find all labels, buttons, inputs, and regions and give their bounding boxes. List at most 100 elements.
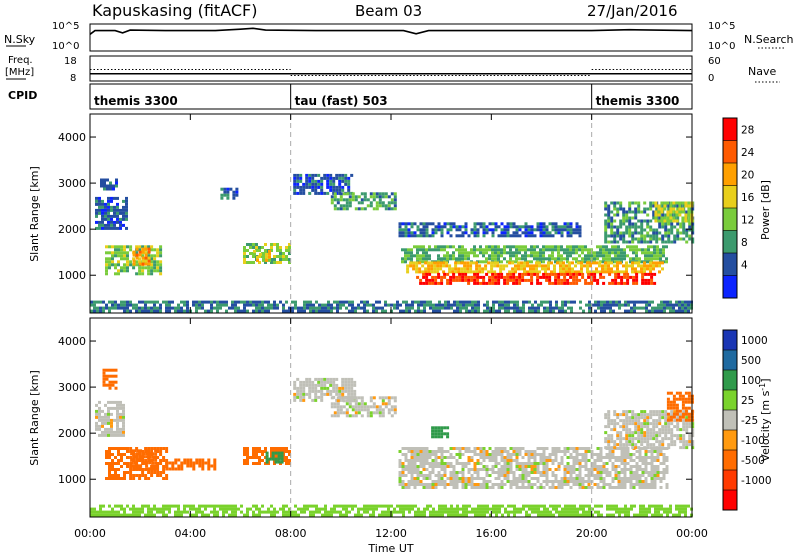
heatmap-cell: [518, 474, 522, 477]
heatmap-cell: [569, 275, 573, 279]
heatmap-cell: [569, 234, 573, 238]
heatmap-cell: [330, 303, 333, 307]
heatmap-cell: [494, 477, 498, 480]
heatmap-cell: [554, 281, 558, 285]
heatmap-cell: [497, 251, 500, 255]
heatmap-cell: [293, 188, 297, 192]
heatmap-cell: [623, 465, 627, 468]
heatmap-cell: [387, 396, 391, 400]
heatmap-cell: [479, 248, 482, 252]
heatmap-cell: [413, 480, 417, 483]
heatmap-cell: [219, 303, 222, 307]
heatmap-cell: [563, 257, 566, 261]
heatmap-cell: [497, 272, 501, 276]
heatmap-cell: [617, 447, 621, 450]
heatmap-cell: [446, 251, 449, 255]
heatmap-cell: [99, 306, 102, 310]
heatmap-cell: [105, 266, 108, 270]
heatmap-cell: [393, 303, 396, 307]
heatmap-cell: [425, 486, 429, 489]
heatmap-cell: [538, 261, 541, 265]
heatmap-cell: [151, 464, 155, 468]
heatmap-cell: [574, 270, 577, 274]
heatmap-cell: [416, 447, 420, 450]
heatmap-cell: [264, 456, 267, 459]
heatmap-cell: [98, 433, 101, 437]
heatmap-cell: [639, 300, 642, 304]
heatmap-cell: [635, 278, 639, 282]
heatmap-cell: [638, 486, 642, 489]
heatmap-cell: [114, 266, 117, 270]
heatmap-cell: [276, 246, 279, 249]
heatmap-cell: [515, 468, 519, 471]
heatmap-cell: [560, 257, 563, 261]
heatmap-cell: [641, 486, 645, 489]
heatmap-cell: [165, 303, 168, 307]
heatmap-cell: [513, 303, 516, 307]
heatmap-cell: [649, 261, 652, 265]
heatmap-cell: [534, 300, 537, 304]
heatmap-cell: [503, 257, 506, 261]
heatmap-cell: [342, 405, 346, 409]
heatmap-cell: [428, 471, 432, 474]
heatmap-cell: [174, 504, 177, 508]
heatmap-cell: [682, 204, 686, 208]
heatmap-cell: [622, 428, 626, 432]
heatmap-cell: [422, 248, 425, 252]
heatmap-cell: [264, 243, 267, 246]
heatmap-cell: [406, 264, 410, 268]
heatmap-cell: [626, 453, 630, 456]
heatmap-cell: [440, 426, 444, 430]
heatmap-cell: [616, 264, 619, 268]
heatmap-cell: [95, 208, 98, 212]
heatmap-cell: [285, 510, 288, 514]
heatmap-cell: [119, 406, 122, 410]
heatmap-cell: [342, 399, 346, 403]
heatmap-cell: [482, 486, 486, 489]
heatmap-cell: [405, 303, 408, 307]
heatmap-cell: [605, 468, 609, 471]
heatmap-cell: [440, 462, 444, 465]
heatmap-cell: [333, 504, 336, 508]
heatmap-cell: [545, 278, 549, 282]
heatmap-cell: [237, 306, 240, 310]
heatmap-cell: [599, 477, 603, 480]
heatmap-cell: [111, 462, 114, 465]
heatmap-cell: [658, 264, 661, 268]
heatmap-cell: [390, 192, 394, 196]
heatmap-cell: [138, 453, 142, 456]
heatmap-cell: [308, 383, 312, 387]
heatmap-cell: [470, 248, 473, 252]
heatmap-cell: [296, 185, 300, 189]
heatmap-cell: [605, 257, 608, 261]
heatmap-cell: [418, 267, 422, 271]
heatmap-cell: [342, 300, 345, 304]
heatmap-cell: [410, 257, 413, 261]
heatmap-cell: [655, 231, 659, 235]
heatmap-cell: [105, 260, 108, 264]
heatmap-cell: [117, 269, 120, 273]
heatmap-cell: [464, 450, 468, 453]
heatmap-cell: [276, 456, 279, 459]
heatmap-cell: [628, 240, 632, 244]
heatmap-cell: [619, 222, 623, 226]
heatmap-cell: [457, 261, 461, 265]
heatmap-cell: [282, 258, 285, 261]
heatmap-cell: [599, 465, 603, 468]
heatmap-cell: [495, 300, 498, 304]
heatmap-cell: [357, 513, 360, 517]
heatmap-cell: [180, 306, 183, 310]
heatmap-cell: [431, 432, 435, 436]
heatmap-cell: [572, 257, 575, 261]
heatmap-cell: [640, 240, 644, 244]
heatmap-cell: [264, 447, 267, 450]
heatmap-cell: [523, 264, 526, 268]
heatmap-cell: [336, 405, 340, 409]
heatmap-cell: [593, 468, 597, 471]
heatmap-cell: [235, 187, 239, 191]
heatmap-cell: [120, 513, 123, 517]
heatmap-cell: [643, 410, 647, 414]
heatmap-cell: [326, 392, 330, 396]
heatmap-cell: [566, 278, 570, 282]
heatmap-cell: [108, 263, 111, 267]
